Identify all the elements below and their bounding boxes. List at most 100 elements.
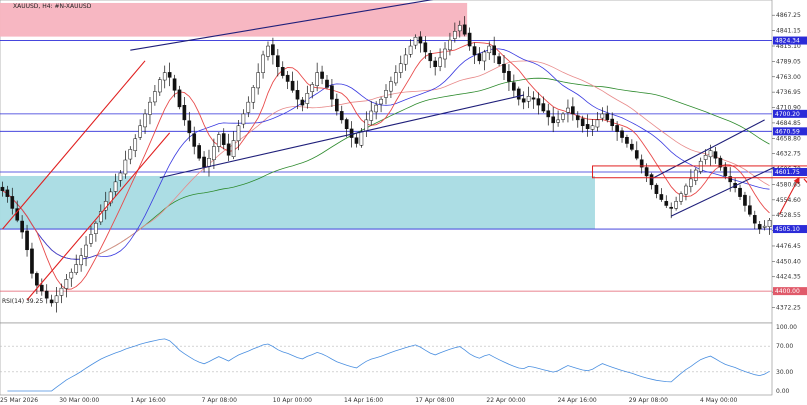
time-tick-4: 10 Apr 00:00 — [273, 397, 312, 404]
candle-body-132 — [649, 174, 654, 186]
time-tick-1: 30 Mar 00:00 — [59, 397, 99, 404]
candle-body-147 — [723, 166, 728, 177]
candle-body-17 — [84, 244, 88, 257]
candle-body-145 — [713, 151, 718, 159]
candle-5 — [25, 224, 29, 257]
candle-body-28 — [138, 125, 142, 138]
candle-body-91 — [448, 39, 452, 51]
candle-25 — [123, 150, 128, 179]
candle-150 — [738, 184, 742, 200]
candle-body-111 — [546, 110, 551, 118]
candle-108 — [531, 91, 536, 109]
candle-body-63 — [310, 84, 315, 92]
candle-body-121 — [595, 119, 600, 128]
candle-body-130 — [639, 159, 644, 168]
price-tick-15: 4476.45 — [776, 243, 801, 250]
candle-147 — [723, 162, 728, 180]
candle-body-49 — [241, 113, 246, 125]
candle-115 — [566, 99, 570, 123]
candle-129 — [634, 141, 639, 161]
candle-70 — [344, 117, 349, 138]
candle-83 — [408, 39, 413, 58]
candle-body-7 — [35, 273, 39, 286]
candle-body-83 — [408, 45, 413, 55]
candle-92 — [453, 22, 457, 43]
candle-body-101 — [497, 56, 501, 65]
candle-112 — [551, 107, 556, 133]
price-tick-8: 4658.80 — [776, 135, 801, 142]
candle-48 — [236, 120, 241, 151]
price-tick-2: 4815.10 — [776, 43, 801, 50]
candle-body-131 — [644, 167, 649, 177]
candle-body-3 — [15, 208, 20, 221]
candle-7 — [35, 271, 39, 294]
candle-body-69 — [339, 111, 344, 121]
candle-body-9 — [44, 290, 49, 299]
candle-119 — [585, 114, 590, 137]
trend-line-4 — [670, 166, 775, 217]
candle-body-74 — [364, 119, 369, 132]
candle-31 — [153, 85, 157, 106]
candle-body-33 — [162, 72, 167, 81]
candle-body-76 — [374, 104, 378, 113]
candle-66 — [325, 74, 329, 90]
candle-113 — [556, 110, 560, 127]
candle-114 — [561, 111, 565, 123]
candle-123 — [605, 105, 610, 123]
candle-body-59 — [290, 80, 295, 91]
candle-10 — [49, 294, 54, 307]
candle-87 — [428, 50, 433, 69]
candle-body-114 — [561, 113, 565, 120]
candle-body-44 — [216, 134, 221, 147]
price-frame — [0, 0, 773, 324]
candle-body-40 — [197, 145, 201, 159]
candle-body-60 — [295, 90, 300, 100]
candle-body-107 — [526, 96, 531, 102]
candle-33 — [162, 65, 167, 89]
candle-45 — [221, 128, 226, 150]
candle-23 — [113, 173, 118, 197]
candle-body-156 — [767, 220, 772, 227]
candle-69 — [339, 105, 344, 124]
candle-body-71 — [349, 128, 354, 138]
candle-body-153 — [752, 215, 757, 224]
candle-body-15 — [74, 264, 79, 274]
candle-43 — [212, 138, 216, 170]
candle-body-11 — [54, 295, 59, 303]
candle-body-125 — [615, 125, 619, 132]
candle-32 — [157, 76, 162, 96]
candle-103 — [507, 64, 511, 92]
candle-47 — [231, 131, 236, 160]
candle-93 — [457, 20, 462, 38]
candle-body-75 — [369, 110, 374, 121]
time-tick-7: 22 Apr 00:00 — [486, 397, 525, 404]
candle-body-29 — [143, 113, 147, 128]
candle-38 — [187, 111, 192, 142]
candle-53 — [261, 50, 265, 79]
candle-128 — [630, 139, 634, 152]
candle-137 — [674, 196, 678, 211]
candle-body-54 — [266, 45, 270, 57]
price-tick-6: 4710.90 — [776, 105, 801, 112]
candle-body-41 — [202, 156, 206, 168]
time-tick-2: 1 Apr 16:00 — [130, 397, 165, 404]
candle-4 — [20, 215, 24, 239]
rsi-label: RSI(14) 39.25 — [2, 298, 43, 305]
candle-body-112 — [551, 116, 556, 124]
candle-12 — [59, 283, 64, 304]
candle-body-122 — [600, 113, 605, 119]
candle-11 — [54, 287, 59, 313]
candle-body-46 — [226, 143, 231, 156]
candle-107 — [526, 86, 531, 109]
candle-body-13 — [64, 279, 69, 289]
candle-body-2 — [10, 196, 15, 209]
trend-line-5 — [651, 119, 765, 180]
candle-134 — [659, 188, 664, 202]
candle-body-126 — [620, 130, 624, 138]
candle-104 — [512, 74, 516, 97]
candle-145 — [713, 146, 718, 164]
candle-body-137 — [674, 201, 678, 209]
candle-body-97 — [477, 53, 482, 62]
